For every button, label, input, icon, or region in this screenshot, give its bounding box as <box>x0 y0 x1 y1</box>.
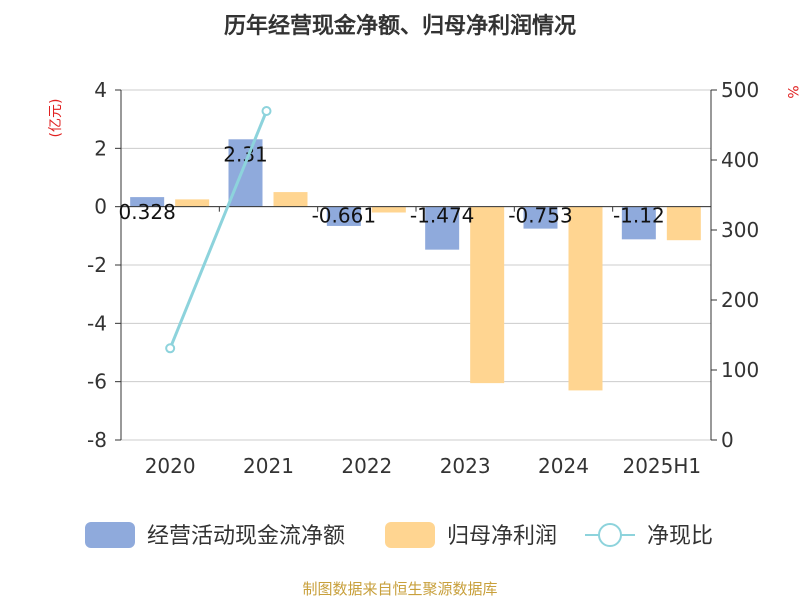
left-tick-label: -8 <box>87 428 107 452</box>
category-label: 2021 <box>243 454 294 478</box>
bar-cashflow <box>228 139 263 207</box>
legend-label: 净现比 <box>647 524 713 549</box>
right-tick-label: 100 <box>721 358 759 382</box>
bar-cashflow <box>425 206 460 250</box>
legend-label: 经营活动现金流净额 <box>147 524 345 549</box>
left-axis-unit: (亿元) <box>48 99 64 138</box>
left-tick-label: 4 <box>94 78 107 102</box>
bars-layer <box>130 139 701 391</box>
bar-cashflow <box>130 197 165 207</box>
ratio-line-layer <box>165 106 272 354</box>
bar-netprofit <box>470 206 505 384</box>
right-axis-unit: % <box>784 85 800 98</box>
left-tick-label: -4 <box>87 311 107 335</box>
legend-swatch <box>385 522 435 548</box>
left-tick-label: 0 <box>94 195 107 219</box>
bar-netprofit <box>371 206 406 213</box>
bar-value-label: 0.328 <box>119 200 176 224</box>
legend: 经营活动现金流净额 归母净利润 净现比 <box>85 522 713 549</box>
right-tick-label: 0 <box>721 428 734 452</box>
right-tick-label: 200 <box>721 288 759 312</box>
bar-value-label: -0.753 <box>508 204 572 228</box>
bar-value-label: -1.12 <box>613 204 665 228</box>
right-tick-label: 500 <box>721 78 759 102</box>
bar-cashflow <box>523 206 558 229</box>
right-tick-label: 400 <box>721 148 759 172</box>
right-tick-label: 300 <box>721 218 759 242</box>
axes-layer: 4 2 0 -2 -4 -6 -8 500 400 300 200 100 0 2020 2021 2022 2… <box>87 78 759 478</box>
ratio-point <box>261 106 272 116</box>
category-label: 2025H1 <box>622 454 701 478</box>
legend-label: 归母净利润 <box>447 524 557 549</box>
left-tick-label: -6 <box>87 370 107 394</box>
legend-swatch-marker <box>598 523 622 547</box>
category-label: 2022 <box>341 454 392 478</box>
bar-netprofit <box>175 199 210 207</box>
chart-title: 历年经营现金净额、归母净利润情况 <box>224 13 576 39</box>
legend-swatch <box>85 522 135 548</box>
category-label: 2024 <box>538 454 589 478</box>
bar-netprofit <box>273 192 308 207</box>
bar-value-label: -1.474 <box>410 204 474 228</box>
bar-value-label: -0.661 <box>312 204 376 228</box>
bar-cashflow <box>621 206 656 240</box>
source-note: 制图数据来自恒生聚源数据库 <box>302 580 497 598</box>
left-tick-label: 2 <box>94 136 107 160</box>
left-tick-label: -2 <box>87 253 107 277</box>
bar-cashflow <box>326 206 361 226</box>
bar-netprofit <box>568 206 603 391</box>
category-label: 2023 <box>440 454 491 478</box>
ratio-line <box>168 110 268 349</box>
grid-lines <box>121 89 711 441</box>
bar-netprofit <box>666 206 701 241</box>
category-label: 2020 <box>145 454 196 478</box>
ratio-point <box>165 343 176 354</box>
